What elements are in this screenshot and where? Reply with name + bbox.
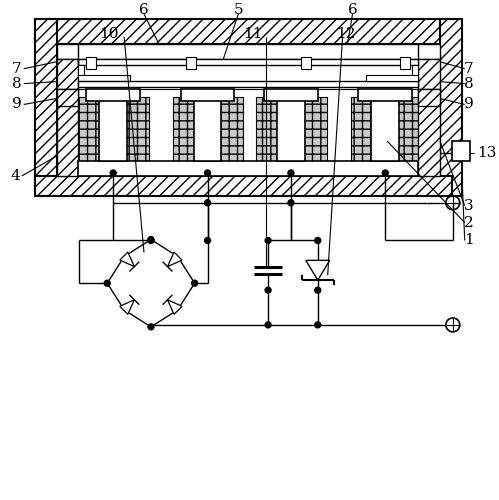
- Text: 11: 11: [244, 27, 263, 41]
- Text: 8: 8: [12, 76, 21, 90]
- Circle shape: [288, 200, 294, 205]
- Bar: [181, 88, 235, 102]
- Circle shape: [315, 287, 321, 293]
- Bar: [35, 19, 452, 44]
- Bar: [173, 96, 199, 161]
- Bar: [412, 64, 418, 74]
- Bar: [366, 74, 418, 80]
- Bar: [400, 57, 410, 68]
- Text: 1: 1: [464, 234, 474, 247]
- Bar: [440, 19, 462, 196]
- Text: 10: 10: [99, 27, 119, 41]
- Bar: [452, 141, 470, 161]
- Text: 4: 4: [10, 169, 20, 183]
- Text: 2: 2: [464, 216, 474, 230]
- Bar: [86, 57, 96, 68]
- Bar: [371, 96, 399, 161]
- Text: 12: 12: [336, 27, 355, 41]
- Bar: [86, 88, 140, 102]
- Circle shape: [104, 280, 110, 286]
- Bar: [35, 19, 56, 196]
- Text: 3: 3: [464, 198, 474, 212]
- Bar: [350, 96, 376, 161]
- Bar: [256, 96, 282, 161]
- Circle shape: [205, 200, 211, 205]
- Bar: [56, 88, 78, 106]
- Bar: [99, 96, 127, 161]
- Bar: [78, 80, 418, 86]
- Bar: [277, 96, 305, 161]
- Bar: [78, 59, 418, 64]
- Text: 9: 9: [12, 98, 22, 112]
- Circle shape: [315, 238, 321, 244]
- Circle shape: [205, 170, 211, 176]
- Circle shape: [265, 287, 271, 293]
- Text: 9: 9: [464, 98, 474, 112]
- Bar: [35, 176, 452, 196]
- Bar: [56, 44, 440, 59]
- Bar: [194, 96, 222, 161]
- Text: 5: 5: [234, 3, 243, 17]
- Bar: [418, 59, 440, 88]
- Circle shape: [265, 322, 271, 328]
- Bar: [56, 88, 78, 176]
- Bar: [264, 88, 318, 102]
- Text: 13: 13: [477, 146, 496, 160]
- Circle shape: [382, 170, 388, 176]
- Bar: [218, 96, 244, 161]
- Bar: [78, 74, 130, 80]
- Circle shape: [148, 238, 154, 244]
- Circle shape: [148, 236, 154, 242]
- Bar: [395, 96, 421, 161]
- Bar: [418, 88, 440, 106]
- Bar: [301, 96, 327, 161]
- Circle shape: [315, 322, 321, 328]
- Bar: [358, 88, 412, 102]
- Circle shape: [192, 280, 198, 286]
- Bar: [186, 57, 196, 68]
- Bar: [418, 88, 440, 176]
- Bar: [123, 96, 149, 161]
- Text: 6: 6: [348, 3, 357, 17]
- Text: 8: 8: [464, 76, 474, 90]
- Circle shape: [110, 170, 116, 176]
- Bar: [78, 64, 84, 74]
- Circle shape: [265, 238, 271, 244]
- Bar: [78, 96, 104, 161]
- Circle shape: [205, 238, 211, 244]
- Bar: [301, 57, 311, 68]
- Text: 7: 7: [12, 62, 21, 76]
- Circle shape: [288, 170, 294, 176]
- Bar: [78, 161, 418, 176]
- Bar: [56, 86, 440, 88]
- Circle shape: [148, 324, 154, 330]
- Text: 6: 6: [139, 3, 149, 17]
- Text: 7: 7: [464, 62, 474, 76]
- Bar: [56, 44, 440, 176]
- Bar: [56, 59, 78, 88]
